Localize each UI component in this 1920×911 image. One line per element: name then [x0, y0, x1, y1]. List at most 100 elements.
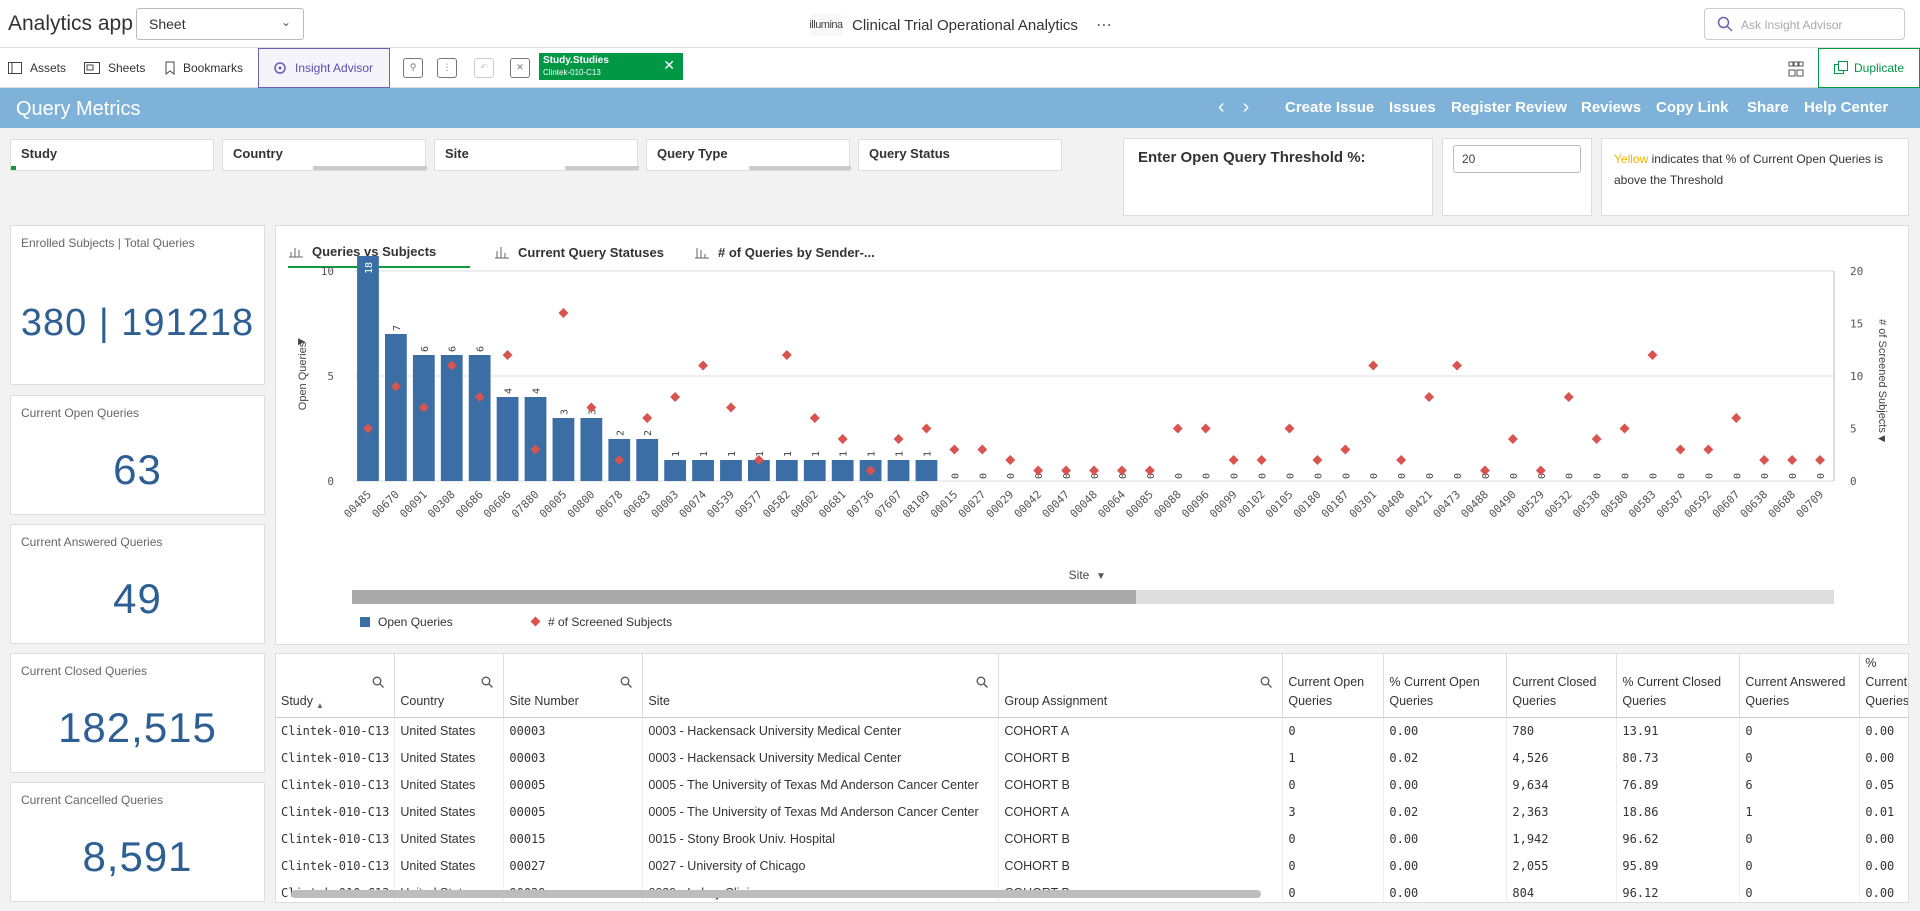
sheets-button[interactable]: Sheets — [84, 48, 145, 88]
column-header[interactable]: Site — [642, 654, 1000, 718]
kpi-closed-queries[interactable]: Current Closed Queries 182,515 — [10, 653, 265, 773]
horizontal-scrollbar[interactable] — [291, 890, 1261, 898]
bar-data-label: 0 — [1118, 473, 1129, 479]
y-axis-menu-icon: ▶ — [298, 336, 305, 346]
kpi-open-queries[interactable]: Current Open Queries 63 — [10, 395, 265, 515]
x-tick-label: 00606 — [481, 488, 514, 521]
grid-layout-icon[interactable] — [1788, 61, 1804, 77]
column-header[interactable]: % Current Closed Queries — [1616, 654, 1741, 718]
share-link[interactable]: Share — [1747, 99, 1789, 116]
column-header-label: Group Assignment — [1004, 694, 1108, 708]
point — [1172, 423, 1183, 434]
create-issue-link[interactable]: Create Issue — [1285, 99, 1375, 116]
search-icon[interactable] — [372, 676, 385, 688]
filter-study[interactable]: Study — [10, 139, 214, 171]
search-icon[interactable] — [481, 676, 494, 688]
x-tick-label: 00602 — [788, 488, 821, 521]
column-header[interactable]: Site Number — [503, 654, 644, 718]
duplicate-button[interactable]: Duplicate — [1818, 48, 1920, 88]
table-cell: 00005 — [503, 798, 644, 826]
bar — [748, 460, 770, 481]
kpi-cancelled-queries[interactable]: Current Cancelled Queries 8,591 — [10, 782, 265, 902]
close-icon[interactable]: ✕ — [663, 57, 675, 73]
tab-queries-by-sender[interactable]: # of Queries by Sender-... — [694, 236, 875, 268]
column-header[interactable]: Current Closed Queries — [1506, 654, 1618, 718]
column-header[interactable]: Current Answered Queries — [1739, 654, 1861, 718]
point — [809, 413, 820, 423]
issues-link[interactable]: Issues — [1389, 99, 1436, 116]
legend-swatch-bar — [360, 617, 370, 627]
kpi-label: Enrolled Subjects | Total Queries — [21, 236, 195, 250]
search-icon[interactable] — [976, 676, 989, 688]
next-sheet-icon[interactable]: › — [1242, 96, 1268, 118]
filter-query-type[interactable]: Query Type — [646, 139, 851, 171]
more-options-button[interactable]: ⋯ — [1095, 17, 1112, 34]
sheet-dropdown[interactable]: Sheet ⌄ — [136, 8, 304, 40]
table-cell: 0015 - Stony Brook Univ. Hospital — [642, 825, 1000, 853]
kpi-answered-queries[interactable]: Current Answered Queries 49 — [10, 524, 265, 644]
x-tick-label: 00005 — [537, 488, 570, 521]
tab-current-query-statuses[interactable]: Current Query Statuses — [494, 236, 664, 268]
chart-scroll-thumb — [352, 590, 1136, 604]
point — [837, 434, 848, 444]
column-header[interactable]: Study ▲ — [276, 654, 396, 718]
sort-ascending-icon[interactable]: ▲ — [316, 701, 324, 710]
table-row[interactable]: Clintek-010-C13 United States 00005 0005 - … — [276, 798, 1908, 826]
table-cell: 0003 - Hackensack University Medical Cen… — [642, 744, 1000, 772]
point — [614, 455, 625, 465]
bar-data-label: 3 — [587, 409, 598, 415]
table-row[interactable]: Clintek-010-C13 United States 00005 0005 - … — [276, 771, 1908, 799]
search-icon[interactable] — [1260, 676, 1273, 688]
table-cell: 0 — [1282, 879, 1385, 902]
register-review-link[interactable]: Register Review — [1451, 99, 1567, 116]
column-header[interactable]: % Current Queries — [1859, 654, 1908, 718]
x-tick-label: 00686 — [453, 488, 486, 521]
table-cell: Clintek-010-C13 — [276, 717, 396, 745]
previous-sheet-icon[interactable]: ‹ — [1218, 96, 1243, 118]
clear-selections-icon[interactable]: ✕ — [510, 58, 530, 78]
column-header[interactable]: Group Assignment — [998, 654, 1284, 718]
x-tick-label: 00736 — [844, 488, 877, 521]
table-row[interactable]: Clintek-010-C13 United States 00027 0027 - … — [276, 852, 1908, 880]
selections-tool-icon[interactable]: ⋮ — [437, 58, 457, 78]
column-header[interactable]: % Current Open Queries — [1383, 654, 1508, 718]
y2-axis-title: # of Screened Subjects — [1876, 319, 1888, 433]
table-row[interactable]: Clintek-010-C13 United States 00003 0003 - … — [276, 717, 1908, 745]
ask-insight-advisor-input[interactable]: Ask Insight Advisor — [1704, 8, 1905, 40]
table-row[interactable]: Clintek-010-C13 United States 00015 0015 - … — [276, 825, 1908, 853]
column-header[interactable]: Country — [394, 654, 505, 718]
column-header-label: % Current Closed Queries — [1622, 675, 1722, 708]
reviews-link[interactable]: Reviews — [1581, 99, 1642, 116]
table-row[interactable]: Clintek-010-C13 United States 00003 0003 - … — [276, 744, 1908, 772]
filter-query-status[interactable]: Query Status — [858, 139, 1062, 171]
table-cell: 0027 - University of Chicago — [642, 852, 1000, 880]
bar-data-label: 0 — [1230, 473, 1241, 479]
table-cell: COHORT B — [998, 825, 1284, 853]
smart-search-icon[interactable]: ⚲ — [403, 58, 423, 78]
bar-data-label: 1 — [699, 451, 710, 457]
bar-data-label: 0 — [1788, 473, 1799, 479]
x-tick-label: 00638 — [1738, 488, 1771, 521]
filter-site[interactable]: Site — [434, 139, 639, 171]
column-header[interactable]: Current Open Queries — [1282, 654, 1385, 718]
step-back-icon[interactable]: ↶ — [474, 58, 494, 78]
threshold-input[interactable]: 20 — [1453, 145, 1581, 173]
insight-advisor-button[interactable]: Insight Advisor — [258, 48, 390, 88]
page-title: Clinical Trial Operational Analytics — [852, 16, 1078, 34]
bar-data-label: 0 — [1062, 473, 1073, 479]
filter-country[interactable]: Country — [222, 139, 427, 171]
top-bar: Analytics app Sheet ⌄ illumina Clinical … — [0, 0, 1920, 48]
assets-button[interactable]: Assets — [8, 48, 66, 88]
help-center-link[interactable]: Help Center — [1804, 99, 1889, 116]
app-header-center: illumina Clinical Trial Operational Anal… — [809, 14, 1112, 36]
bookmarks-button[interactable]: Bookmarks — [165, 48, 243, 88]
kpi-enrolled-total[interactable]: Enrolled Subjects | Total Queries 380 | … — [10, 225, 265, 385]
point — [418, 402, 429, 413]
search-icon[interactable] — [620, 676, 633, 688]
x-tick-label: 00180 — [1291, 488, 1324, 521]
copy-link-link[interactable]: Copy Link — [1656, 99, 1729, 116]
tab-queries-vs-subjects[interactable]: Queries vs Subjects — [288, 236, 471, 268]
table-cell: 80.73 — [1616, 744, 1741, 772]
selection-chip[interactable]: Study.Studies Clintek-010-C13 ✕ — [539, 53, 683, 80]
